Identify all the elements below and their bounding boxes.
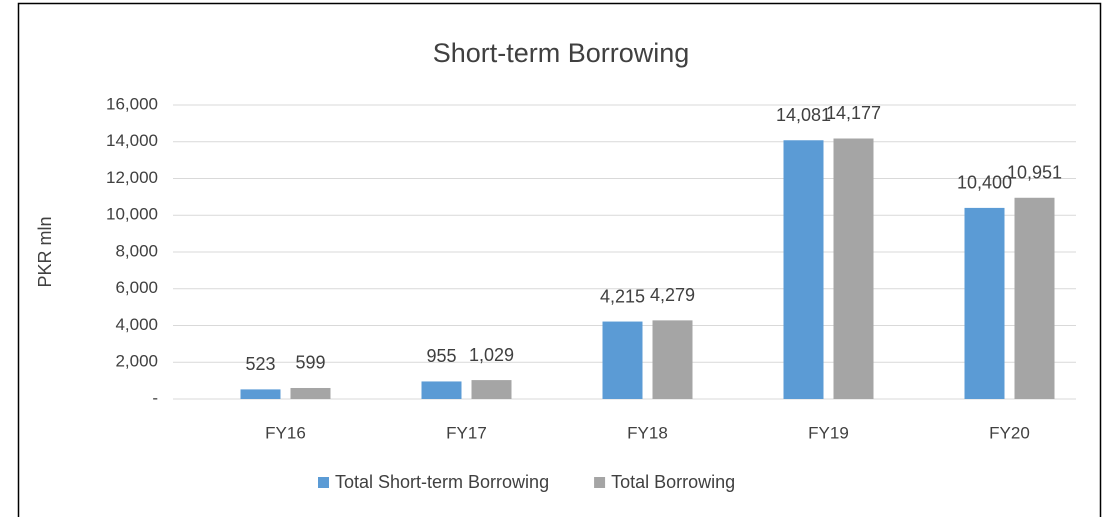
bar xyxy=(652,320,693,399)
y-tick-label: 14,000 xyxy=(106,131,158,150)
bar xyxy=(602,321,643,399)
value-label: 4,279 xyxy=(650,285,695,305)
y-tick-label: 6,000 xyxy=(115,278,158,297)
x-tick-label: FY18 xyxy=(627,423,668,442)
x-tick-label: FY17 xyxy=(446,423,487,442)
value-label: 10,951 xyxy=(1007,163,1062,183)
value-label: 10,400 xyxy=(957,173,1012,193)
bar xyxy=(290,387,331,399)
bar xyxy=(421,381,462,399)
value-label: 599 xyxy=(295,353,325,373)
y-axis-label: PKR mln xyxy=(35,216,55,287)
y-tick-label: 4,000 xyxy=(115,315,158,334)
value-label: 1,029 xyxy=(469,345,514,365)
legend-label: Total Short-term Borrowing xyxy=(335,472,549,492)
x-tick-label: FY20 xyxy=(989,423,1030,442)
y-tick-label: 2,000 xyxy=(115,352,158,371)
bar xyxy=(964,207,1005,399)
chart-title: Short-term Borrowing xyxy=(433,38,690,68)
bar xyxy=(783,140,824,399)
x-tick-label: FY19 xyxy=(808,423,849,442)
y-tick-label: - xyxy=(152,388,158,407)
chart-border xyxy=(17,2,1102,517)
bar xyxy=(240,389,281,399)
bar xyxy=(471,380,512,399)
value-label: 523 xyxy=(245,354,275,374)
bar xyxy=(833,138,874,399)
legend-swatch xyxy=(594,477,606,488)
y-tick-label: 8,000 xyxy=(115,241,158,260)
y-tick-label: 16,000 xyxy=(106,94,158,113)
value-label: 14,177 xyxy=(826,103,881,123)
legend-swatch xyxy=(318,477,329,488)
y-tick-label: 12,000 xyxy=(106,168,158,187)
legend-label: Total Borrowing xyxy=(611,472,735,492)
y-tick-label: 10,000 xyxy=(106,205,158,224)
value-label: 4,215 xyxy=(600,286,645,306)
x-tick-label: FY16 xyxy=(265,423,306,442)
value-label: 14,081 xyxy=(776,105,831,125)
value-label: 955 xyxy=(426,346,456,366)
bar xyxy=(1014,197,1055,399)
